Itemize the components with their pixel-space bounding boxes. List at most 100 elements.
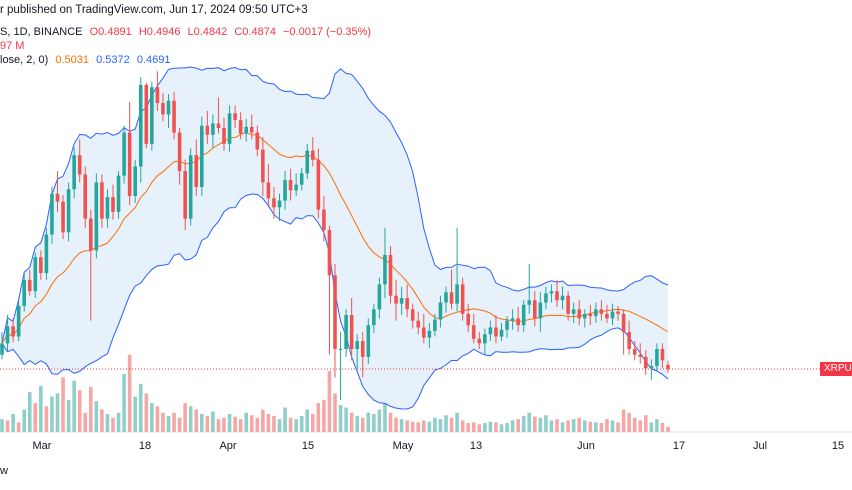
volume-bar — [316, 403, 321, 432]
candle-body — [644, 356, 648, 369]
volume-bar — [544, 415, 548, 432]
candle-body — [594, 309, 598, 317]
volume-bar — [360, 417, 365, 432]
candle-body — [460, 284, 465, 314]
volume-bar — [177, 417, 182, 432]
candle-body — [566, 295, 570, 314]
candle-body — [283, 180, 287, 201]
candle-body — [638, 354, 643, 357]
candle-body — [305, 150, 310, 174]
volume-bar — [344, 407, 348, 432]
candle-body — [383, 254, 387, 285]
x-tick-label: Mar — [33, 440, 52, 452]
candle-body — [510, 318, 515, 321]
volume-bar — [649, 422, 654, 432]
volume-bar — [394, 417, 398, 432]
candle-body — [311, 150, 315, 160]
candle-body — [610, 311, 615, 319]
volume-bar — [166, 415, 171, 432]
volume-legend: 97 M — [0, 40, 28, 52]
x-tick-label: 18 — [139, 440, 151, 452]
bb-label: lose, 2, 0) — [0, 54, 49, 66]
candle-body — [666, 364, 670, 369]
volume-bar — [144, 393, 149, 432]
candle-body — [444, 292, 448, 303]
candle-body — [5, 326, 10, 344]
open-value: O0.4891 — [89, 26, 132, 38]
candle-body — [372, 309, 376, 326]
volume-bar — [311, 414, 315, 432]
volume-bar — [55, 393, 60, 432]
volume-bar — [111, 417, 115, 432]
volume-bar — [644, 415, 648, 432]
volume-bar — [66, 399, 71, 432]
candle-body — [66, 189, 71, 233]
x-tick-label: 15 — [302, 440, 314, 452]
candle-body — [44, 234, 49, 274]
volume-bar — [127, 354, 132, 432]
low-value: L0.4842 — [187, 26, 228, 38]
candle-body — [272, 198, 276, 208]
candle-body — [288, 180, 293, 191]
x-tick-label: 17 — [673, 440, 685, 452]
candle-body — [438, 302, 443, 320]
candle-body — [466, 313, 470, 326]
candle-body — [660, 349, 665, 361]
candle-body — [449, 292, 454, 304]
candle-body — [116, 175, 121, 212]
volume-bar — [150, 403, 154, 432]
volume-bar — [89, 387, 93, 432]
candle-body — [22, 279, 26, 306]
volume-bar — [477, 424, 482, 432]
candle-body — [471, 325, 476, 339]
volume-bar — [244, 412, 248, 432]
volume-bar — [538, 417, 543, 432]
candle-body — [533, 300, 537, 319]
volume-bar — [72, 380, 76, 432]
volume-bar — [188, 406, 193, 432]
volume-bar — [438, 419, 443, 432]
candle-body — [244, 126, 248, 134]
candle-body — [599, 309, 604, 314]
candle-body — [222, 128, 226, 144]
bollinger-legend: lose, 2, 0) 0.5031 0.5372 0.4691 — [0, 54, 174, 66]
candle-body — [200, 125, 204, 187]
candle-body — [299, 173, 304, 185]
candle-body — [261, 149, 265, 183]
candle-body — [388, 254, 393, 296]
volume-bar — [33, 403, 38, 432]
publisher-text: r published on TradingView.com, Jun 17, … — [0, 4, 308, 16]
candle-body — [266, 182, 271, 199]
candle-body — [527, 300, 532, 305]
high-value: H0.4946 — [138, 26, 181, 38]
volume-bar — [294, 419, 298, 432]
candle-body — [560, 295, 565, 301]
candle-body — [477, 338, 482, 344]
volume-bar — [272, 415, 276, 432]
symbol-ohlc-legend: S, 1D, BINANCE O0.4891 H0.4946 L0.4842 C… — [0, 26, 375, 38]
candle-body — [177, 132, 182, 172]
candle-body — [416, 320, 421, 328]
candle-body — [161, 103, 165, 115]
candle-body — [277, 200, 282, 208]
volume-bar — [566, 420, 570, 432]
volume-bar — [355, 415, 359, 432]
volume-bar — [466, 423, 470, 432]
candle-body — [582, 313, 587, 319]
volume-bar — [533, 416, 537, 432]
footer-label: w — [0, 465, 8, 477]
candle-body — [455, 284, 459, 304]
candle-body — [155, 87, 160, 104]
volume-bar — [494, 422, 498, 432]
candle-body — [499, 329, 504, 337]
candle-body — [144, 84, 149, 144]
candle-body — [577, 309, 581, 319]
publisher-header: r published on TradingView.com, Jun 17, … — [0, 4, 312, 16]
candle-body — [616, 311, 620, 314]
volume-bar — [183, 403, 187, 432]
candle-body — [349, 315, 354, 349]
volume-bar — [577, 417, 581, 432]
candle-body — [505, 320, 509, 330]
